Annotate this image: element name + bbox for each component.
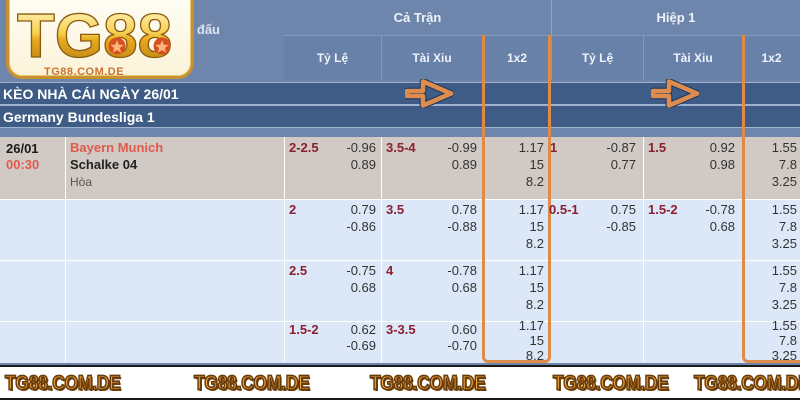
- svg-text:TG88: TG88: [17, 2, 172, 71]
- svg-text:TG88.COM.DE: TG88.COM.DE: [44, 66, 124, 78]
